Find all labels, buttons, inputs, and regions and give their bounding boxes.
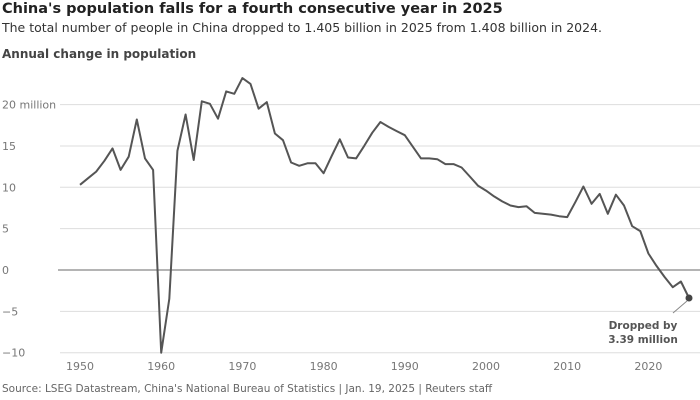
y-tick-label: 15 [2,140,16,153]
x-tick-label: 2010 [553,360,581,373]
y-tick-label: −10 [2,347,25,360]
y-axis-label: Annual change in population [2,47,197,61]
y-tick-label: 20 million [2,99,56,112]
last-point-marker [685,294,693,302]
x-tick-label: 1960 [147,360,175,373]
x-tick-label: 1970 [228,360,256,373]
annotation-text: Dropped by [609,320,678,332]
x-tick-label: 2020 [634,360,662,373]
chart-title: China's population falls for a fourth co… [2,1,503,17]
x-tick-label: 1990 [391,360,419,373]
population-change-line [79,77,690,354]
y-tick-label: 5 [2,223,9,236]
annotation-text: 3.39 million [608,334,678,346]
x-tick-label: 2000 [472,360,500,373]
annotation-leader [672,300,688,314]
y-tick-label: 0 [2,264,9,277]
y-tick-label: 10 [2,181,16,194]
source-note: Source: LSEG Datastream, China's Nationa… [2,383,493,395]
x-tick-label: 1980 [310,360,338,373]
x-tick-label: 1950 [66,360,94,373]
chart-subtitle: The total number of people in China drop… [2,20,603,35]
y-tick-label: −5 [2,305,18,318]
